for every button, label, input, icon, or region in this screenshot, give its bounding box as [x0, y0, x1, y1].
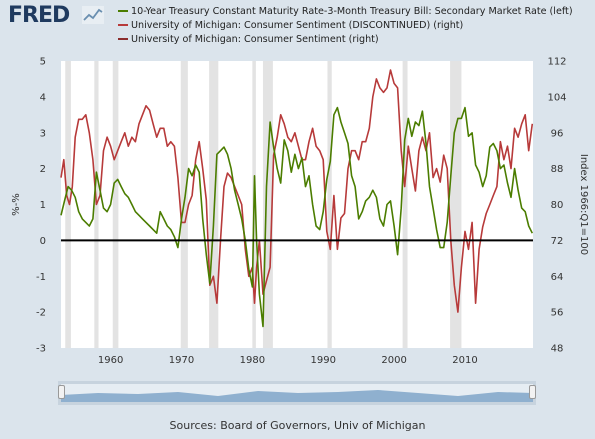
- right-tick-label: 56: [551, 308, 564, 319]
- recession-band-8: [402, 61, 408, 348]
- fred-logo[interactable]: FRED: [8, 3, 70, 28]
- legend-swatch-sentiment-discontinued: [118, 24, 128, 26]
- x-tick-label: 1990: [310, 355, 335, 366]
- x-tick-label: 2010: [452, 355, 477, 366]
- legend-label-sentiment-discontinued: University of Michigan: Consumer Sentime…: [131, 20, 464, 31]
- right-axis-title: Index 1966:Q1=100: [578, 154, 589, 255]
- recession-band-0: [65, 61, 71, 348]
- right-axis-ticks: 48 56 64 72 80 88 96 104 112: [547, 57, 566, 355]
- range-navigator[interactable]: [58, 381, 536, 405]
- left-tick-label: -1: [36, 272, 46, 283]
- left-tick-label: 4: [40, 92, 46, 103]
- left-tick-label: 1: [40, 200, 46, 211]
- right-tick-label: 104: [547, 92, 566, 103]
- left-tick-label: 5: [40, 57, 46, 68]
- x-tick-label: 1970: [169, 355, 194, 366]
- right-tick-label: 64: [551, 272, 564, 283]
- legend-swatch-sentiment: [118, 38, 128, 40]
- spread-line: [60, 106, 534, 328]
- left-tick-label: -3: [36, 344, 46, 355]
- navigator-handle-left[interactable]: [58, 385, 65, 399]
- trend-graph-icon: [82, 6, 104, 24]
- recession-band-6: [262, 61, 273, 348]
- legend-item-sentiment: University of Michigan: Consumer Sentime…: [118, 34, 379, 47]
- left-tick-label: 0: [40, 236, 46, 247]
- recession-band-9: [450, 61, 462, 348]
- recession-band-7: [327, 61, 332, 348]
- sentiment-line: [60, 69, 534, 313]
- right-tick-label: 80: [551, 200, 564, 211]
- legend-item-sentiment-discontinued: University of Michigan: Consumer Sentime…: [118, 20, 463, 33]
- x-tick-label: 2000: [381, 355, 406, 366]
- left-axis-title: %-%: [11, 193, 22, 216]
- left-tick-label: 3: [40, 128, 46, 139]
- right-tick-label: 112: [547, 57, 566, 68]
- legend-swatch-spread: [118, 10, 128, 12]
- right-tick-label: 72: [551, 236, 564, 247]
- navigator-preview: [58, 381, 536, 405]
- recession-band-2: [112, 61, 119, 348]
- right-tick-label: 96: [551, 128, 564, 139]
- x-axis-ticks: 1960 1970 1980 1990 2000 2010: [98, 355, 478, 366]
- left-axis-ticks: -3 -2 -1 0 1 2 3 4 5: [36, 57, 46, 355]
- navigator-handle-right[interactable]: [529, 385, 536, 399]
- right-tick-label: 48: [551, 344, 564, 355]
- x-tick-label: 1960: [98, 355, 123, 366]
- series-lines: [60, 69, 534, 328]
- legend-label-spread: 10-Year Treasury Constant Maturity Rate-…: [131, 6, 573, 17]
- legend-label-sentiment: University of Michigan: Consumer Sentime…: [131, 34, 379, 45]
- left-tick-label: 2: [40, 164, 46, 175]
- left-tick-label: -2: [36, 308, 46, 319]
- legend-item-spread: 10-Year Treasury Constant Maturity Rate-…: [118, 6, 573, 19]
- x-tick-label: 1980: [240, 355, 265, 366]
- right-tick-label: 88: [551, 164, 564, 175]
- sources-note: Sources: Board of Governors, Univ of Mic…: [169, 419, 426, 432]
